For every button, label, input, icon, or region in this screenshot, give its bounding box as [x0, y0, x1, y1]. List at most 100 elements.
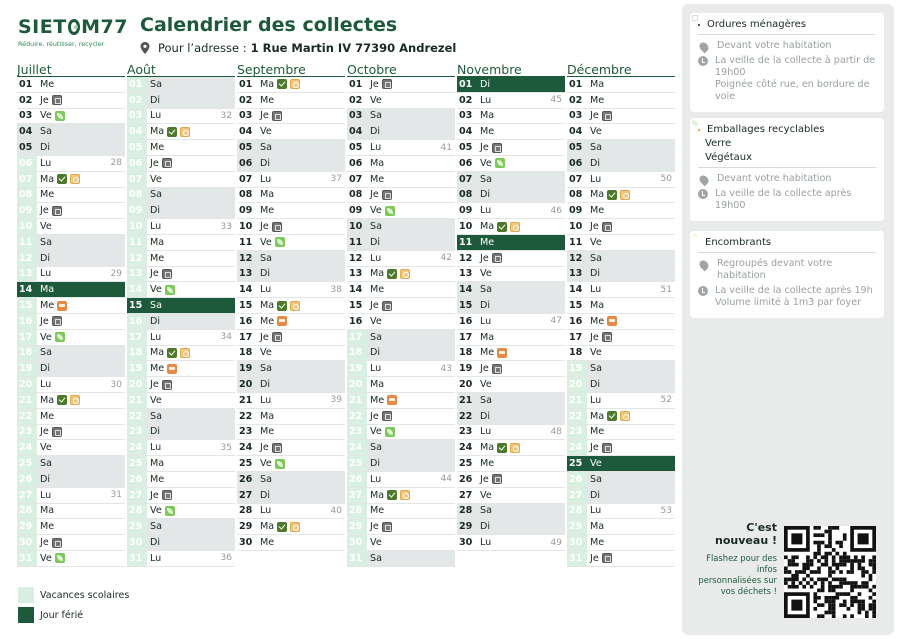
day-number: 17	[17, 329, 37, 345]
qr-code[interactable]	[784, 526, 876, 618]
trash-bin-icon	[381, 189, 392, 200]
day-label: Je	[150, 157, 159, 169]
day-number: 23	[17, 424, 37, 440]
day-row: 20 Di	[567, 377, 675, 393]
day-row: 25 Ve	[237, 456, 345, 472]
day-number: 17	[569, 331, 583, 343]
recycle-icon	[70, 395, 81, 406]
day-row: 28 Lu 53	[567, 503, 675, 520]
day-label: Me	[590, 537, 605, 548]
day-label: Di	[260, 157, 271, 169]
day-number: 26	[347, 471, 367, 487]
day-number: 07	[239, 173, 253, 185]
day-number: 04	[239, 126, 253, 138]
day-number: 23	[239, 426, 253, 438]
day-row: 30 Me	[237, 535, 345, 551]
day-number: 19	[459, 363, 473, 375]
day-label: Sa	[150, 189, 162, 201]
day-number: 20	[347, 377, 367, 392]
location-pin-icon	[140, 42, 150, 54]
week-number: 29	[110, 268, 122, 279]
trash-bin-icon	[601, 553, 612, 564]
day-number: 06	[569, 157, 583, 169]
day-label: Ma	[40, 394, 55, 406]
day-label: Ve	[150, 284, 162, 296]
day-label: Ma	[480, 442, 495, 454]
glass-check-icon	[57, 174, 68, 185]
day-label: Di	[40, 363, 51, 375]
recycle-icon	[400, 268, 411, 279]
day-number: 25	[127, 456, 147, 471]
leaf-icon	[274, 458, 285, 469]
day-label: Ve	[590, 347, 602, 359]
day-row: 02 Me	[567, 93, 675, 109]
day-row: 18 Ma	[127, 345, 235, 362]
trash-bin-icon	[51, 537, 62, 548]
day-label: Lu	[590, 284, 602, 296]
day-label: Ve	[590, 236, 602, 248]
day-row: 10 Lu 33	[127, 219, 235, 235]
day-number: 18	[347, 345, 367, 361]
address-prefix: Pour l’adresse :	[158, 41, 247, 55]
day-row: 09 Je	[17, 203, 125, 220]
day-number: 14	[459, 284, 473, 296]
day-label: Di	[40, 473, 51, 485]
day-number: 04	[349, 126, 363, 138]
day-label: Ma	[150, 236, 165, 248]
day-row: 22 Me	[17, 408, 125, 425]
day-label: Sa	[40, 126, 52, 138]
day-number: 01	[457, 77, 477, 92]
day-label: Je	[480, 252, 489, 264]
page-title: Calendrier des collectes	[140, 14, 398, 36]
day-label: Ve	[150, 394, 162, 406]
day-label: Je	[370, 189, 379, 201]
day-row: 14 Ve	[127, 282, 235, 299]
day-row: 28 Sa	[457, 503, 565, 520]
day-number: 24	[239, 442, 253, 454]
day-number: 10	[349, 221, 363, 233]
day-number: 25	[567, 456, 587, 471]
sofa-icon	[167, 363, 178, 374]
day-number: 11	[349, 236, 363, 248]
clock-icon	[698, 56, 708, 66]
day-label: Sa	[40, 458, 52, 470]
day-number: 29	[459, 521, 473, 533]
day-number: 30	[459, 537, 473, 548]
month-column: Octobre 01 Je 02 Ve 03 Sa 04 Di 05 Lu 41 06 Ma 07 Me 08 J…	[347, 63, 455, 567]
logo-wordmark: SIET M77	[18, 16, 128, 38]
day-label: Ve	[480, 379, 492, 391]
day-label: Je	[480, 142, 489, 154]
day-label: Di	[480, 300, 491, 312]
recycle-icon	[400, 490, 411, 501]
trash-bin-icon	[491, 142, 502, 153]
day-row: 08 Je	[347, 188, 455, 204]
day-label: Di	[370, 347, 381, 359]
day-label: Lu	[370, 252, 382, 264]
day-number: 20	[127, 377, 147, 392]
day-number: 24	[127, 440, 147, 456]
day-number: 11	[569, 236, 583, 248]
day-label: Sa	[370, 552, 382, 564]
day-label: Je	[370, 410, 379, 422]
leaf-icon	[384, 426, 395, 437]
day-label: Je	[590, 221, 599, 233]
day-row: 08 Ma	[237, 188, 345, 204]
day-row: 05 Je	[457, 140, 565, 156]
glass-check-icon	[387, 490, 398, 501]
day-row: 12 Di	[17, 250, 125, 267]
day-label: Je	[260, 221, 269, 233]
recycle-icon	[620, 411, 631, 422]
day-label: Lu	[370, 473, 382, 485]
day-number: 19	[567, 361, 587, 377]
week-number: 53	[660, 505, 672, 516]
day-label: Me	[40, 78, 55, 90]
glass-check-icon	[277, 521, 288, 532]
day-number: 30	[567, 535, 587, 550]
day-number: 13	[569, 268, 583, 280]
day-label: Ve	[40, 552, 52, 564]
day-number: 04	[19, 126, 33, 138]
day-row: 19 Lu 43	[347, 361, 455, 378]
day-label: Lu	[480, 94, 492, 106]
day-row: 13 Di	[567, 266, 675, 283]
day-label: Me	[150, 473, 165, 485]
